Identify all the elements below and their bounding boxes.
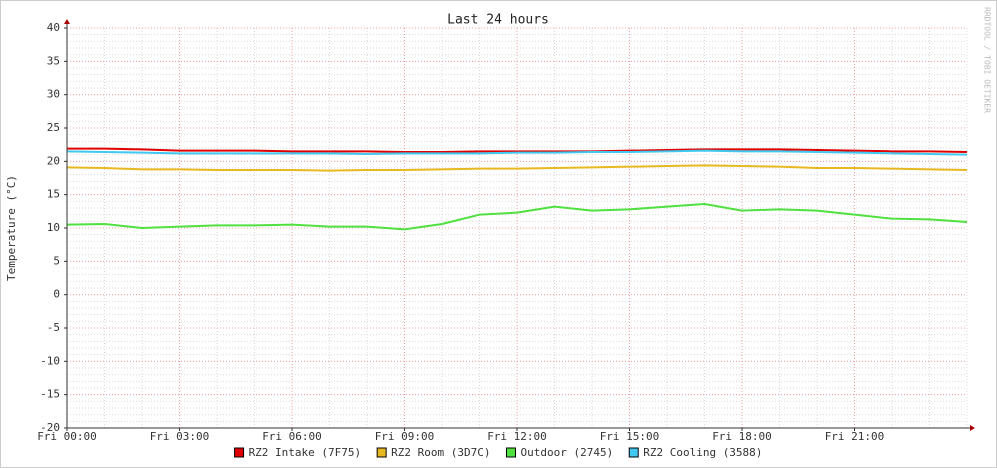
legend-swatch	[234, 447, 245, 458]
y-tick-label: 25	[47, 121, 60, 134]
legend-swatch	[376, 447, 387, 458]
legend-item: RZ2 Cooling (3588)	[628, 446, 762, 459]
y-axis-label: Temperature (°C)	[5, 175, 18, 281]
y-tick-label: 10	[47, 221, 60, 234]
y-tick-label: 15	[47, 188, 60, 201]
legend: RZ2 Intake (7F75) RZ2 Room (3D7C) Outdoor …	[234, 446, 762, 459]
y-tick-label: -5	[47, 321, 60, 334]
x-tick-label: Fri 12:00	[487, 430, 547, 443]
legend-item: RZ2 Intake (7F75)	[234, 446, 362, 459]
x-tick-label: Fri 06:00	[262, 430, 322, 443]
x-tick-label: Fri 18:00	[712, 430, 772, 443]
watermark: RRDTOOL / TOBI OETIKER	[983, 7, 992, 113]
legend-swatch	[506, 447, 516, 458]
legend-label: RZ2 Intake (7F75)	[249, 446, 362, 459]
legend-label: RZ2 Room (3D7C)	[391, 446, 490, 459]
series-line	[66, 164, 968, 172]
legend-label: Outdoor (2745)	[521, 446, 614, 459]
lines	[66, 147, 968, 231]
series-line	[66, 149, 968, 156]
labels: Last 24 hours Temperature (°C) RRDTOOL /…	[5, 7, 992, 443]
y-tick-label: -20	[40, 421, 60, 434]
x-tick-label: Fri 09:00	[375, 430, 435, 443]
x-tick-label: Fri 00:00	[37, 430, 97, 443]
legend-item: Outdoor (2745)	[506, 446, 614, 459]
x-tick-label: Fri 21:00	[825, 430, 885, 443]
series-line	[66, 203, 968, 231]
y-tick-label: -15	[40, 388, 60, 401]
legend-item: RZ2 Room (3D7C)	[376, 446, 491, 459]
grid	[64, 27, 968, 431]
y-arrow	[64, 19, 70, 24]
y-tick-label: 35	[47, 54, 60, 67]
x-arrow	[970, 425, 975, 431]
chart-title: Last 24 hours	[447, 13, 549, 28]
series-line	[67, 147, 968, 153]
legend-label: RZ2 Cooling (3588)	[643, 446, 762, 459]
y-tick-label: 30	[47, 88, 60, 101]
y-tick-label: 20	[47, 154, 60, 167]
y-tick-label: 0	[53, 288, 60, 301]
y-tick-label: -10	[40, 354, 60, 367]
y-tick-label: 40	[47, 21, 60, 34]
y-tick-label: 5	[53, 254, 60, 267]
x-tick-label: Fri 03:00	[150, 430, 210, 443]
x-tick-label: Fri 15:00	[600, 430, 660, 443]
legend-swatch	[628, 447, 639, 458]
axes	[64, 19, 975, 431]
